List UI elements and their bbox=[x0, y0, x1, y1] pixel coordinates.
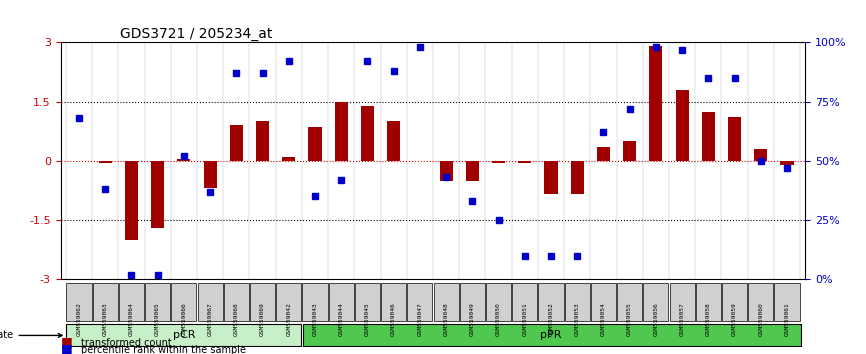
Text: GSM559057: GSM559057 bbox=[680, 302, 685, 336]
FancyBboxPatch shape bbox=[93, 282, 118, 321]
Text: percentile rank within the sample: percentile rank within the sample bbox=[81, 345, 246, 354]
Bar bbox=[780, 161, 793, 165]
FancyBboxPatch shape bbox=[276, 282, 301, 321]
Bar bbox=[125, 161, 138, 240]
FancyBboxPatch shape bbox=[591, 282, 616, 321]
Bar bbox=[571, 161, 584, 194]
FancyBboxPatch shape bbox=[328, 282, 354, 321]
Text: GSM559054: GSM559054 bbox=[601, 302, 606, 336]
Bar bbox=[597, 147, 610, 161]
FancyBboxPatch shape bbox=[67, 282, 92, 321]
FancyBboxPatch shape bbox=[748, 282, 773, 321]
FancyBboxPatch shape bbox=[539, 282, 564, 321]
FancyBboxPatch shape bbox=[565, 282, 590, 321]
Text: GSM559062: GSM559062 bbox=[76, 302, 81, 336]
FancyBboxPatch shape bbox=[223, 282, 249, 321]
FancyBboxPatch shape bbox=[302, 282, 327, 321]
FancyBboxPatch shape bbox=[774, 282, 799, 321]
Text: transformed count: transformed count bbox=[81, 338, 171, 348]
FancyBboxPatch shape bbox=[250, 282, 275, 321]
Bar bbox=[282, 157, 295, 161]
Text: pCR: pCR bbox=[172, 330, 195, 341]
Text: ■: ■ bbox=[61, 342, 73, 354]
Bar bbox=[675, 90, 688, 161]
FancyBboxPatch shape bbox=[355, 282, 380, 321]
Text: GSM559056: GSM559056 bbox=[654, 302, 658, 336]
Text: GSM559064: GSM559064 bbox=[129, 302, 134, 336]
FancyBboxPatch shape bbox=[434, 282, 459, 321]
Bar bbox=[308, 127, 321, 161]
Text: GSM559060: GSM559060 bbox=[759, 302, 763, 336]
Text: GSM559061: GSM559061 bbox=[785, 302, 790, 336]
Bar bbox=[440, 161, 453, 181]
Bar bbox=[361, 105, 374, 161]
Text: GSM559067: GSM559067 bbox=[208, 302, 212, 336]
FancyBboxPatch shape bbox=[67, 324, 301, 346]
FancyBboxPatch shape bbox=[460, 282, 485, 321]
Bar bbox=[256, 121, 269, 161]
Text: GSM559044: GSM559044 bbox=[339, 302, 344, 336]
FancyBboxPatch shape bbox=[381, 282, 406, 321]
FancyBboxPatch shape bbox=[303, 324, 801, 346]
Text: GSM559049: GSM559049 bbox=[470, 302, 475, 336]
Text: GSM559048: GSM559048 bbox=[443, 302, 449, 336]
FancyBboxPatch shape bbox=[617, 282, 643, 321]
Bar bbox=[518, 161, 532, 163]
Text: GSM559051: GSM559051 bbox=[522, 302, 527, 336]
Bar bbox=[466, 161, 479, 181]
Text: GSM559069: GSM559069 bbox=[260, 302, 265, 336]
Bar bbox=[229, 125, 242, 161]
Text: ■: ■ bbox=[61, 335, 73, 348]
Text: GSM559042: GSM559042 bbox=[287, 302, 291, 336]
Bar bbox=[99, 161, 112, 163]
Bar bbox=[728, 118, 741, 161]
Text: GDS3721 / 205234_at: GDS3721 / 205234_at bbox=[120, 28, 273, 41]
FancyBboxPatch shape bbox=[669, 282, 695, 321]
Bar bbox=[624, 141, 637, 161]
Text: GSM559045: GSM559045 bbox=[365, 302, 370, 336]
Bar bbox=[178, 159, 191, 161]
Bar bbox=[492, 161, 505, 163]
Text: GSM559058: GSM559058 bbox=[706, 302, 711, 336]
Text: pPR: pPR bbox=[540, 330, 562, 341]
FancyBboxPatch shape bbox=[119, 282, 144, 321]
Bar bbox=[334, 102, 348, 161]
FancyBboxPatch shape bbox=[171, 282, 197, 321]
FancyBboxPatch shape bbox=[643, 282, 669, 321]
Bar bbox=[701, 112, 715, 161]
FancyBboxPatch shape bbox=[695, 282, 721, 321]
Text: GSM559047: GSM559047 bbox=[417, 302, 423, 336]
Text: GSM559046: GSM559046 bbox=[391, 302, 396, 336]
FancyBboxPatch shape bbox=[197, 282, 223, 321]
Text: GSM559052: GSM559052 bbox=[548, 302, 553, 336]
Text: GSM559050: GSM559050 bbox=[496, 302, 501, 336]
FancyBboxPatch shape bbox=[486, 282, 511, 321]
Bar bbox=[650, 46, 662, 161]
Text: GSM559068: GSM559068 bbox=[234, 302, 239, 336]
Text: GSM559065: GSM559065 bbox=[155, 302, 160, 336]
FancyBboxPatch shape bbox=[145, 282, 171, 321]
Bar bbox=[151, 161, 165, 228]
Text: GSM559043: GSM559043 bbox=[313, 302, 318, 336]
Text: GSM559063: GSM559063 bbox=[103, 302, 107, 336]
FancyBboxPatch shape bbox=[512, 282, 538, 321]
Text: GSM559055: GSM559055 bbox=[627, 302, 632, 336]
Bar bbox=[387, 121, 400, 161]
Text: GSM559053: GSM559053 bbox=[575, 302, 579, 336]
Text: GSM559066: GSM559066 bbox=[181, 302, 186, 336]
Bar bbox=[545, 161, 558, 194]
Bar bbox=[204, 161, 216, 188]
Bar bbox=[754, 149, 767, 161]
Text: disease state: disease state bbox=[0, 330, 62, 341]
FancyBboxPatch shape bbox=[722, 282, 747, 321]
Text: GSM559059: GSM559059 bbox=[732, 302, 737, 336]
FancyBboxPatch shape bbox=[407, 282, 432, 321]
